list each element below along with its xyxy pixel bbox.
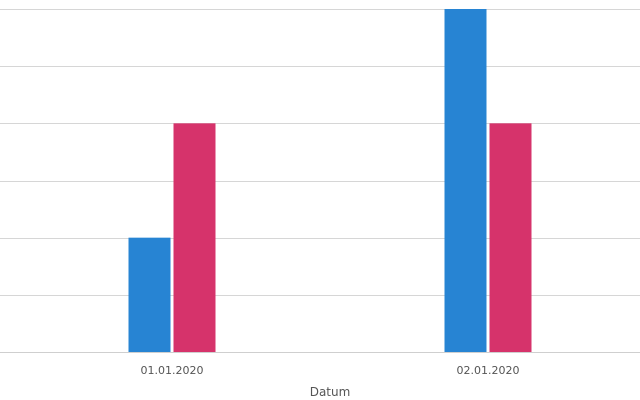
bar-series-2-02.01.2020 [489, 123, 532, 352]
bar-series-1-01.01.2020 [128, 237, 171, 352]
x-tick-label: 02.01.2020 [457, 364, 520, 377]
grid-layer [0, 9, 640, 353]
x-axis-title: Datum [310, 385, 351, 399]
x-tick-labels: 01.01.2020 02.01.2020 [141, 364, 520, 377]
bar-series-2-01.01.2020 [173, 123, 216, 352]
bar-series-1-02.01.2020 [444, 9, 487, 352]
x-tick-label: 01.01.2020 [141, 364, 204, 377]
bars-layer [128, 9, 532, 352]
